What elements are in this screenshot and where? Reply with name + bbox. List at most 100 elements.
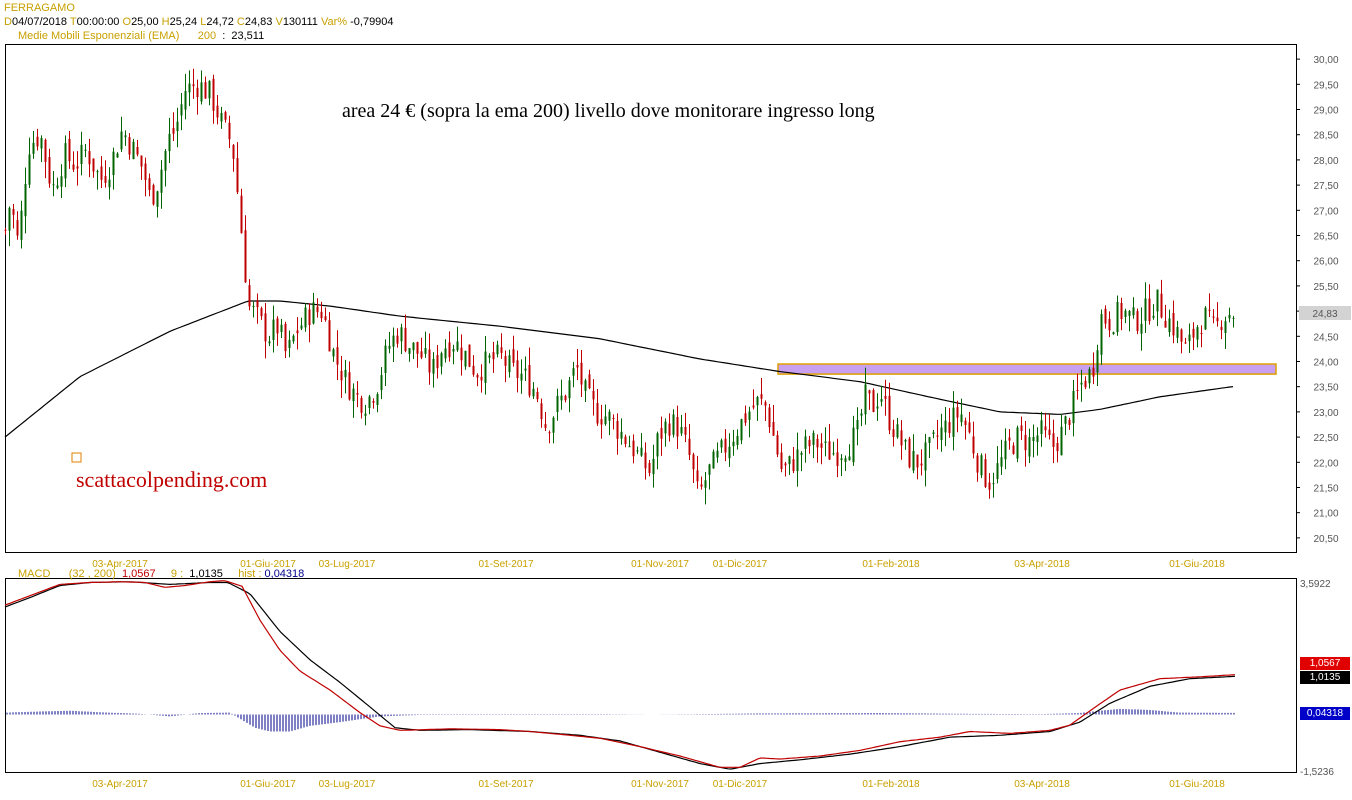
- candle-body: [1232, 317, 1235, 319]
- candle-body: [1140, 323, 1143, 334]
- last-price-box: [1299, 306, 1351, 320]
- candle-body: [428, 349, 431, 373]
- candle-body: [884, 396, 887, 399]
- candle-body: [348, 372, 351, 400]
- candle-body: [4, 229, 7, 231]
- candle-body: [404, 327, 407, 352]
- candle-body: [740, 419, 743, 441]
- candle-body: [976, 455, 979, 473]
- candle-body: [216, 105, 219, 118]
- candle-body: [836, 452, 839, 466]
- macd-legend: MACD (32 , 200) 1,0567 9 : 1,0135 hist :…: [18, 568, 305, 580]
- x-tick-label: 01-Giu-2018: [1169, 559, 1225, 570]
- candle-body: [792, 459, 795, 472]
- candle-body: [392, 335, 395, 347]
- candle-body: [1036, 435, 1039, 442]
- candle-body: [932, 432, 935, 435]
- candle-body: [1016, 427, 1019, 459]
- candle-body: [516, 360, 519, 378]
- candle-body: [772, 422, 775, 436]
- candle-body: [752, 405, 755, 408]
- candle-body: [572, 368, 575, 376]
- candle-body: [828, 441, 831, 460]
- candle-body: [536, 391, 539, 400]
- annotation-note: area 24 € (sopra la ema 200) livello dov…: [342, 100, 875, 122]
- x-tick-label: 03-Apr-2017: [92, 559, 148, 570]
- candle-body: [512, 349, 515, 363]
- candle-body: [296, 330, 299, 334]
- candle-body: [812, 432, 815, 445]
- x-tick-label-macd: 01-Set-2017: [478, 779, 533, 790]
- y-tick-label: 26,50: [1313, 232, 1338, 243]
- candle-body: [908, 438, 911, 468]
- ema-layer: [4, 300, 1234, 438]
- y-tick-label: 26,00: [1313, 257, 1338, 268]
- candle-body: [168, 133, 171, 152]
- candle-body: [840, 458, 843, 461]
- candle-body: [496, 344, 499, 355]
- candle-body: [200, 82, 203, 102]
- candle-body: [356, 393, 359, 395]
- candle-body: [284, 323, 287, 352]
- candle-body: [300, 325, 303, 329]
- candle-body: [328, 320, 331, 352]
- candle-body: [1176, 326, 1179, 338]
- candle-body: [48, 157, 51, 184]
- symbol-title: FERRAGAMO: [4, 2, 75, 14]
- candle-body: [124, 135, 127, 138]
- candle-body: [728, 446, 731, 459]
- ohlc-legend: D04/07/2018 T00:00:00 O25,00 H25,24 L24,…: [4, 16, 394, 28]
- candle-body: [108, 179, 111, 188]
- candle-body: [196, 87, 199, 98]
- candle-body: [560, 395, 563, 401]
- candle-body: [980, 455, 983, 476]
- y-tick-label: 30,00: [1313, 55, 1338, 66]
- candle-body: [60, 176, 63, 187]
- candle-body: [1032, 436, 1035, 442]
- candle-body: [508, 355, 511, 373]
- x-tick-label-macd: 01-Giu-2018: [1169, 779, 1225, 790]
- candle-body: [664, 421, 667, 434]
- candle-body: [596, 403, 599, 424]
- candle-body: [784, 463, 787, 466]
- candle-body: [52, 184, 55, 186]
- candle-body: [696, 470, 699, 482]
- candle-body: [460, 347, 463, 361]
- candle-body: [832, 453, 835, 455]
- candle-body: [1060, 426, 1063, 456]
- time-value: 00:00:00: [76, 16, 120, 28]
- candle-body: [8, 207, 11, 231]
- candle-body: [84, 149, 87, 151]
- candle-body: [716, 450, 719, 458]
- y-tick-label: 28,00: [1313, 156, 1338, 167]
- candle-body: [720, 440, 723, 448]
- candle-body: [804, 436, 807, 449]
- candle-body: [520, 373, 523, 381]
- candle-body: [1124, 310, 1127, 317]
- candle-body: [1100, 314, 1103, 355]
- candle-body: [680, 427, 683, 434]
- candle-body: [896, 424, 899, 438]
- ema-legend: Medie Mobili Esponenziali (EMA) 200 : 23…: [18, 30, 265, 42]
- candle-body: [864, 384, 867, 415]
- date-axis-bottom: 03-Apr-2017 01-Giu-2017 03-Lug-2017 01-Set-…: [92, 779, 1225, 790]
- x-tick-label-macd: 01-Giu-2017: [240, 779, 296, 790]
- y-tick-label: 24,50: [1313, 332, 1338, 343]
- candle-body: [672, 414, 675, 435]
- candle-body: [612, 418, 615, 420]
- candle-body: [492, 352, 495, 360]
- candle-body: [1112, 332, 1115, 335]
- candle-body: [968, 422, 971, 433]
- candle-body: [1144, 298, 1147, 321]
- candle-body: [112, 151, 115, 175]
- candle-body: [320, 311, 323, 319]
- candle-body: [1076, 389, 1079, 391]
- candle-body: [528, 364, 531, 396]
- candle-body: [524, 368, 527, 371]
- candle-body: [872, 390, 875, 412]
- candle-body: [276, 318, 279, 334]
- candle-body: [1092, 367, 1095, 377]
- candle-body: [272, 319, 275, 340]
- candle-body: [292, 335, 295, 342]
